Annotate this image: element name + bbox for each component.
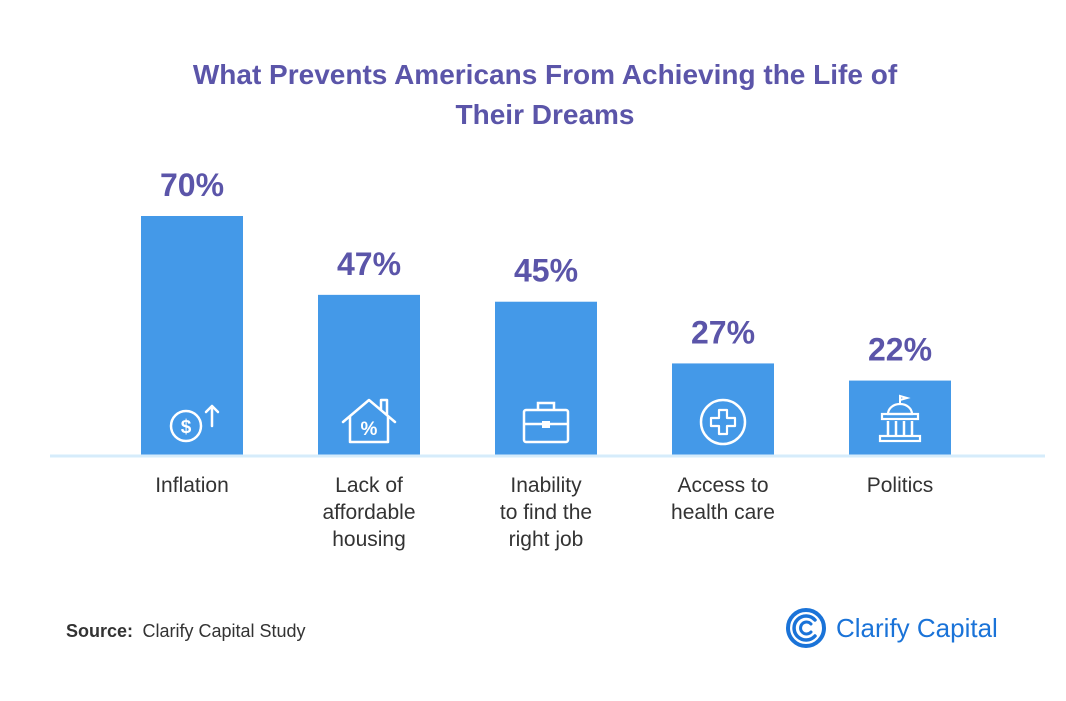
value-label: 47% [337,246,401,282]
category-labels: Inflation Lack of affordable housing Inabili… [155,474,933,551]
chart-title-line-1: What Prevents Americans From Achieving t… [193,59,898,90]
category-label: Inability to find the right job [500,474,592,551]
category-label: Access to health care [671,474,775,524]
bar [495,301,597,456]
category-label-line: Access to [677,474,768,497]
category-label: Inflation [155,474,229,497]
clarify-logo-icon [786,608,826,648]
category-label-line: health care [671,501,775,524]
briefcase-icon [522,401,570,444]
medical-cross-icon [699,398,747,446]
category-label-line: affordable [322,501,415,524]
svg-text:%: % [361,419,378,440]
category-label: Politics [867,474,934,497]
government-building-icon [878,394,922,443]
bars: 70% $47%% 45% 27% 22% [141,167,951,456]
bar-group: 47%% [318,246,420,456]
bar [318,294,420,456]
value-label: 22% [868,332,932,368]
bar-group: 27% [672,314,774,456]
house-percent-icon: % [341,398,397,444]
category-label-line: to find the [500,501,592,524]
svg-text:$: $ [181,417,192,438]
category-label-line: Politics [867,474,934,497]
category-label-line: housing [332,528,406,551]
source-text: Clarify Capital Study [142,621,305,641]
category-label-line: Lack of [335,474,403,497]
value-label: 70% [160,167,224,203]
source-label: Source: [66,621,133,641]
category-label-line: right job [509,528,584,551]
chart-title-line-2: Their Dreams [456,99,635,130]
category-label: Lack of affordable housing [322,474,415,551]
bar-group: 70% $ [141,167,243,456]
category-label-line: Inflation [155,474,229,497]
dollar-up-icon: $ [169,404,220,443]
source-note: Source: Clarify Capital Study [66,621,306,641]
bar-group: 22% [849,332,951,456]
value-label: 27% [691,314,755,350]
value-label: 45% [514,253,578,289]
bar [141,216,243,456]
brand-name: Clarify Capital [836,613,998,643]
category-label-line: Inability [510,474,582,497]
bar-group: 45% [495,253,597,456]
